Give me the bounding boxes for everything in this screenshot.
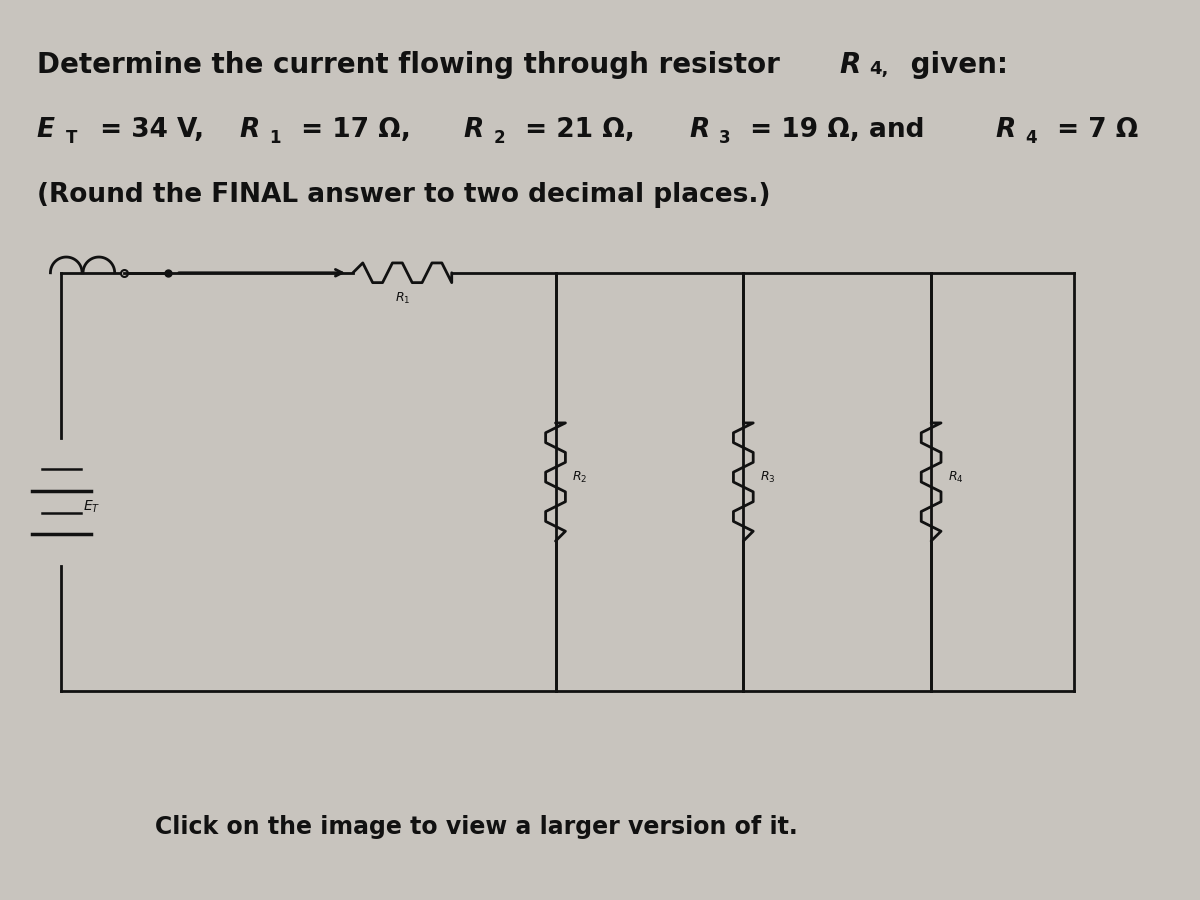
Text: = 19 Ω, and: = 19 Ω, and [742,117,934,143]
Text: $R_3$: $R_3$ [760,470,775,484]
Text: R: R [839,51,860,79]
Text: 3: 3 [719,129,731,147]
Text: 2: 2 [493,129,505,147]
Text: R: R [689,117,709,143]
Text: 4,: 4, [869,60,888,78]
Text: = 21 Ω,: = 21 Ω, [516,117,644,143]
Text: (Round the FINAL answer to two decimal places.): (Round the FINAL answer to two decimal p… [36,182,770,208]
Text: = 7 Ω: = 7 Ω [1048,117,1138,143]
Text: E: E [36,117,54,143]
Text: $R_2$: $R_2$ [572,470,588,484]
Text: R: R [995,117,1015,143]
Text: R: R [239,117,259,143]
Text: $R_1$: $R_1$ [395,291,410,306]
Text: $R_4$: $R_4$ [948,470,964,484]
Text: = 17 Ω,: = 17 Ω, [292,117,420,143]
Text: $E_T$: $E_T$ [83,499,101,515]
Text: given:: given: [901,51,1008,79]
Text: 1: 1 [269,129,281,147]
Text: Click on the image to view a larger version of it.: Click on the image to view a larger vers… [155,814,798,839]
Text: Determine the current flowing through resistor: Determine the current flowing through re… [36,51,790,79]
Text: 4: 4 [1025,129,1037,147]
Text: T: T [66,129,78,147]
Text: = 34 V,: = 34 V, [91,117,214,143]
Text: R: R [463,117,484,143]
